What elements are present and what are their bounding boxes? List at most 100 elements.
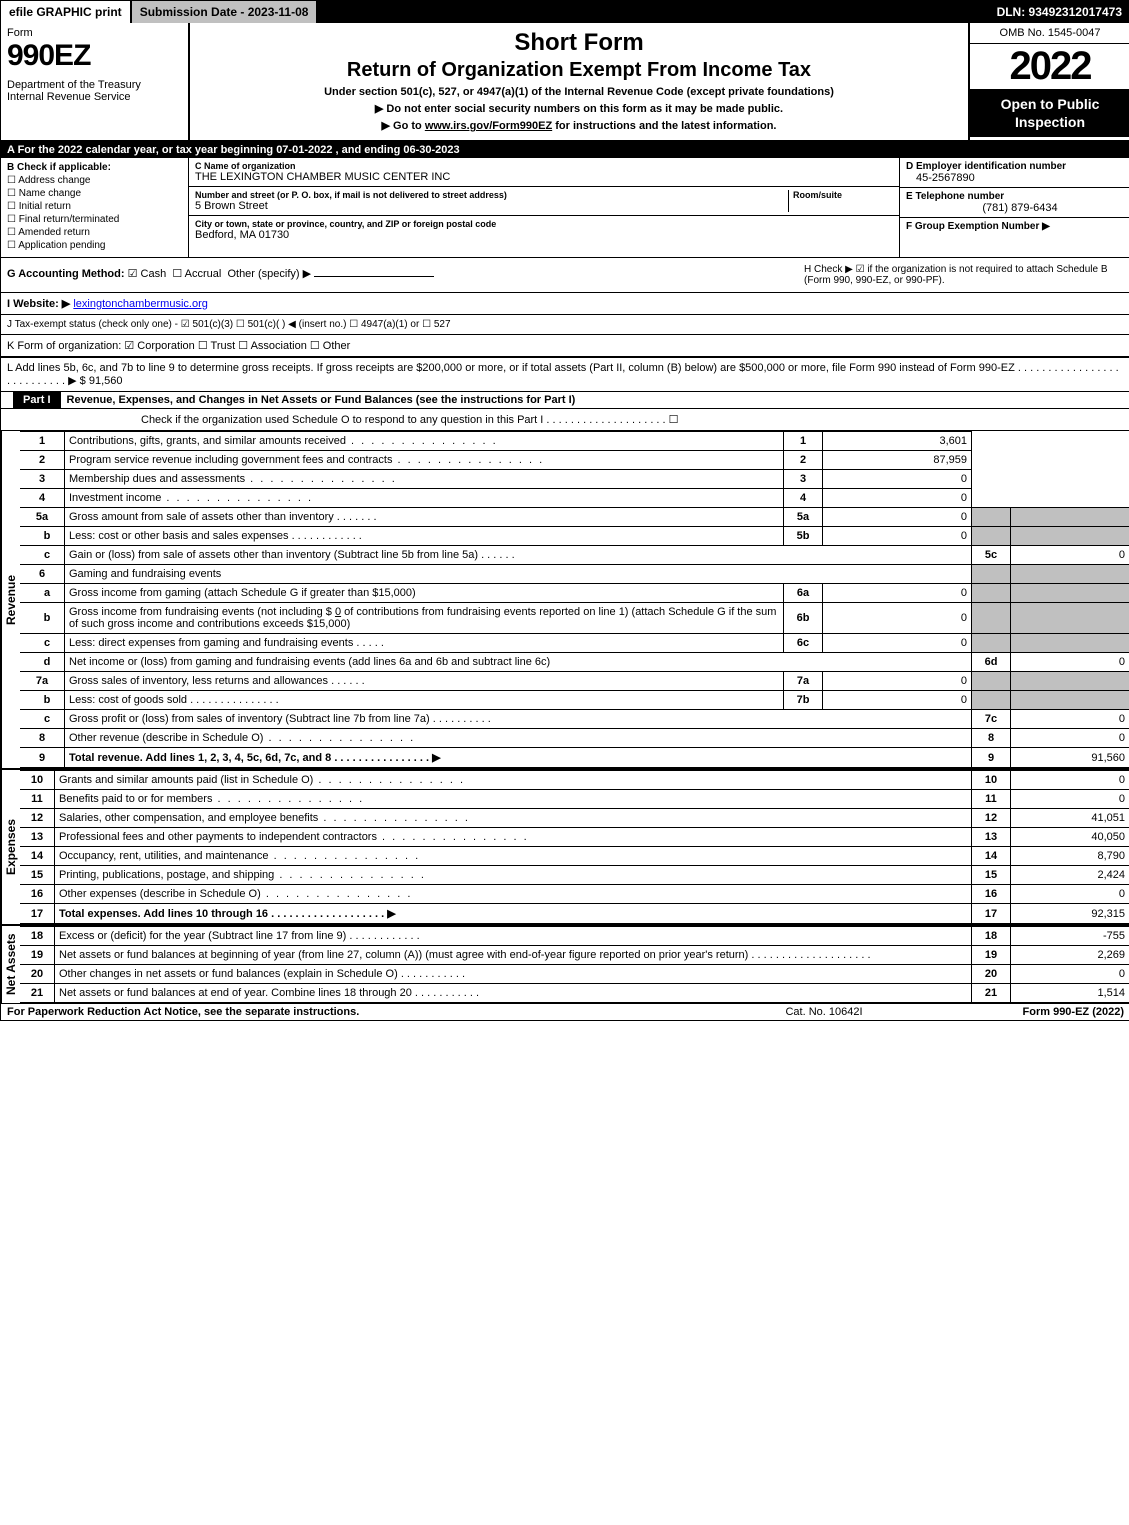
check-application-pending[interactable]: Application pending: [7, 240, 182, 251]
efile-label[interactable]: efile GRAPHIC print: [1, 1, 132, 23]
l14-desc: Occupancy, rent, utilities, and maintena…: [55, 847, 972, 866]
l17-desc: Total expenses. Add lines 10 through 16 …: [59, 908, 396, 920]
line-7a: 7a Gross sales of inventory, less returns…: [20, 672, 1129, 691]
l6b-num: b: [20, 603, 65, 634]
l9-rval: 91,560: [1011, 748, 1129, 768]
l10-rnum: 10: [972, 771, 1011, 790]
check-name-change[interactable]: Name change: [7, 188, 182, 199]
check-address-change[interactable]: Address change: [7, 175, 182, 186]
header-right: OMB No. 1545-0047 2022 Open to Public In…: [968, 23, 1129, 140]
omb-number: OMB No. 1545-0047: [970, 23, 1129, 44]
line-15: 15Printing, publications, postage, and s…: [20, 866, 1129, 885]
l13-rnum: 13: [972, 828, 1011, 847]
l14-num: 14: [20, 847, 55, 866]
l3-rval: 0: [823, 470, 972, 489]
l16-rnum: 16: [972, 885, 1011, 904]
l7c-desc: Gross profit or (loss) from sales of inv…: [69, 713, 430, 725]
l10-num: 10: [20, 771, 55, 790]
check-accrual[interactable]: Accrual: [172, 268, 221, 280]
org-name-value: THE LEXINGTON CHAMBER MUSIC CENTER INC: [195, 171, 893, 183]
l6a-desc: Gross income from gaming (attach Schedul…: [65, 584, 784, 603]
l3-desc: Membership dues and assessments: [65, 470, 784, 489]
other-specify: Other (specify) ▶: [227, 268, 311, 280]
l21-num: 21: [20, 984, 55, 1003]
expenses-table: 10Grants and similar amounts paid (list …: [20, 770, 1129, 924]
ein-label: D Employer identification number: [906, 161, 1124, 172]
l5c-rval: 0: [1011, 546, 1129, 565]
l8-rnum: 8: [972, 729, 1011, 748]
l15-num: 15: [20, 866, 55, 885]
website-link[interactable]: lexingtonchambermusic.org: [73, 298, 208, 310]
check-amended-return[interactable]: Amended return: [7, 227, 182, 238]
l12-num: 12: [20, 809, 55, 828]
city-row: City or town, state or province, country…: [189, 216, 899, 244]
group-exemption-label: F Group Exemption Number ▶: [906, 221, 1124, 232]
l6b-midval: 0: [823, 603, 972, 634]
line-6b: bGross income from fundraising events (n…: [20, 603, 1129, 634]
l6-desc: Gaming and fundraising events: [65, 565, 972, 584]
l7a-desc: Gross sales of inventory, less returns a…: [69, 675, 328, 687]
check-cash[interactable]: Cash: [128, 268, 167, 280]
l1-num: 1: [20, 432, 65, 451]
l5a-gray1: [972, 508, 1011, 527]
line-a: A For the 2022 calendar year, or tax yea…: [1, 142, 1129, 158]
l6a-num: a: [20, 584, 65, 603]
line-12: 12Salaries, other compensation, and empl…: [20, 809, 1129, 828]
l6c-mid: 6c: [784, 634, 823, 653]
l18-num: 18: [20, 927, 55, 946]
line-5b: bLess: cost or other basis and sales exp…: [20, 527, 1129, 546]
header-left: Form 990EZ Department of the Treasury In…: [1, 23, 190, 140]
l6c-gray2: [1011, 634, 1129, 653]
check-initial-return[interactable]: Initial return: [7, 201, 182, 212]
g-label: G Accounting Method:: [7, 268, 125, 280]
l7a-num: 7a: [20, 672, 65, 691]
l7b-gray1: [972, 691, 1011, 710]
l7b-num: b: [20, 691, 65, 710]
l5c-desc: Gain or (loss) from sale of assets other…: [69, 549, 478, 561]
l6d-num: d: [20, 653, 65, 672]
line-17: 17Total expenses. Add lines 10 through 1…: [20, 904, 1129, 924]
row-i: I Website: ▶ lexingtonchambermusic.org: [1, 293, 1129, 315]
l5a-mid: 5a: [784, 508, 823, 527]
l21-desc: Net assets or fund balances at end of ye…: [59, 987, 412, 999]
ssn-warning: ▶ Do not enter social security numbers o…: [198, 102, 960, 115]
line-6d: dNet income or (loss) from gaming and fu…: [20, 653, 1129, 672]
line-20: 20Other changes in net assets or fund ba…: [20, 965, 1129, 984]
irs-link[interactable]: www.irs.gov/Form990EZ: [425, 120, 552, 132]
check-final-return[interactable]: Final return/terminated: [7, 214, 182, 225]
l20-desc: Other changes in net assets or fund bala…: [59, 968, 398, 980]
l6c-desc: Less: direct expenses from gaming and fu…: [69, 637, 353, 649]
l5b-midval: 0: [823, 527, 972, 546]
l4-rval: 0: [823, 489, 972, 508]
l15-rval: 2,424: [1011, 866, 1129, 885]
section-c: C Name of organization THE LEXINGTON CHA…: [189, 158, 899, 257]
l7b-desc: Less: cost of goods sold: [69, 694, 187, 706]
line-18: 18 Excess or (deficit) for the year (Subt…: [20, 927, 1129, 946]
l4-num: 4: [20, 489, 65, 508]
revenue-table: 1Contributions, gifts, grants, and simil…: [20, 431, 1129, 768]
city-value: Bedford, MA 01730: [195, 229, 893, 241]
line-5c: cGain or (loss) from sale of assets othe…: [20, 546, 1129, 565]
goto-instructions: ▶ Go to www.irs.gov/Form990EZ for instru…: [198, 119, 960, 132]
l3-num: 3: [20, 470, 65, 489]
line-5a: 5aGross amount from sale of assets other…: [20, 508, 1129, 527]
irs-label: Internal Revenue Service: [7, 91, 182, 103]
l18-desc: Excess or (deficit) for the year (Subtra…: [59, 930, 346, 942]
part1-title: Revenue, Expenses, and Changes in Net As…: [61, 392, 1129, 408]
netassets-vert-label: Net Assets: [1, 926, 20, 1003]
accounting-method: G Accounting Method: Cash Accrual Other …: [7, 264, 804, 286]
section-def: D Employer identification number 45-2567…: [899, 158, 1129, 257]
street-value: 5 Brown Street: [195, 200, 788, 212]
l10-rval: 0: [1011, 771, 1129, 790]
row-h: H Check ▶ ☑ if the organization is not r…: [804, 264, 1124, 286]
tax-year: 2022: [970, 44, 1129, 89]
l19-desc: Net assets or fund balances at beginning…: [59, 949, 748, 961]
form-page: efile GRAPHIC print Submission Date - 20…: [0, 0, 1129, 1021]
l3-rnum: 3: [784, 470, 823, 489]
line-4: 4Investment income40: [20, 489, 1129, 508]
l6c-num: c: [20, 634, 65, 653]
expenses-vert-label: Expenses: [1, 770, 20, 924]
l6a-mid: 6a: [784, 584, 823, 603]
section-bcd: B Check if applicable: Address change Na…: [1, 158, 1129, 258]
l5c-rnum: 5c: [972, 546, 1011, 565]
